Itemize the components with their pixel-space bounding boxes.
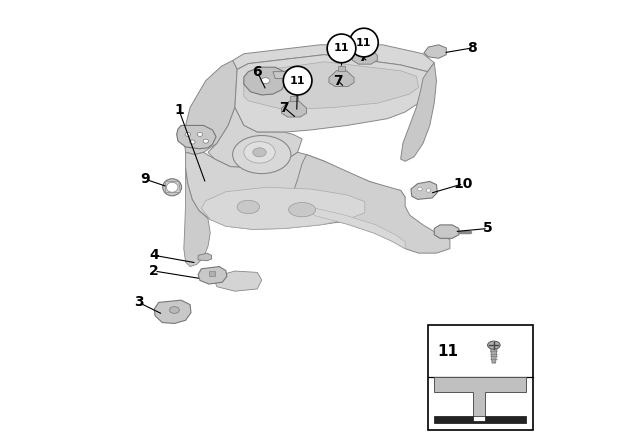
Polygon shape (198, 267, 227, 284)
Text: 6: 6 (252, 65, 262, 79)
Polygon shape (244, 67, 287, 95)
Polygon shape (300, 204, 405, 249)
Ellipse shape (237, 200, 260, 214)
Polygon shape (282, 101, 307, 117)
Ellipse shape (197, 133, 203, 136)
Polygon shape (198, 253, 212, 261)
Polygon shape (214, 271, 262, 291)
Polygon shape (235, 55, 428, 132)
Circle shape (284, 66, 312, 95)
Text: 7: 7 (358, 50, 367, 64)
Polygon shape (361, 43, 369, 48)
Polygon shape (232, 45, 435, 72)
Text: 11: 11 (333, 43, 349, 53)
Text: 7: 7 (279, 100, 289, 115)
Polygon shape (244, 62, 419, 110)
Polygon shape (411, 181, 437, 199)
Text: 10: 10 (454, 177, 473, 191)
Ellipse shape (170, 306, 179, 314)
Ellipse shape (185, 133, 191, 136)
Polygon shape (273, 67, 298, 78)
Ellipse shape (163, 179, 182, 196)
Polygon shape (435, 225, 459, 238)
Polygon shape (208, 108, 302, 168)
Text: 11: 11 (290, 76, 305, 86)
Polygon shape (209, 271, 214, 276)
Polygon shape (177, 125, 216, 149)
Ellipse shape (203, 139, 209, 143)
Text: 8: 8 (467, 41, 477, 55)
Polygon shape (435, 377, 526, 416)
Ellipse shape (289, 202, 316, 217)
Ellipse shape (418, 187, 422, 191)
FancyBboxPatch shape (428, 325, 532, 430)
Ellipse shape (488, 341, 500, 349)
Polygon shape (338, 66, 345, 71)
Circle shape (349, 28, 378, 57)
Ellipse shape (244, 142, 275, 163)
Polygon shape (201, 187, 365, 229)
Text: 11: 11 (437, 344, 458, 358)
Text: 9: 9 (140, 172, 150, 186)
Polygon shape (183, 60, 237, 155)
Ellipse shape (426, 189, 431, 192)
Polygon shape (491, 349, 497, 363)
Polygon shape (435, 416, 526, 423)
Polygon shape (284, 155, 450, 253)
Polygon shape (165, 181, 180, 193)
Ellipse shape (261, 78, 270, 83)
Polygon shape (186, 152, 405, 229)
Circle shape (327, 34, 356, 63)
Polygon shape (352, 48, 378, 64)
Polygon shape (291, 96, 298, 101)
Text: 5: 5 (483, 221, 493, 236)
Polygon shape (401, 63, 436, 161)
Polygon shape (154, 300, 191, 323)
Polygon shape (184, 168, 210, 267)
Text: 7: 7 (333, 73, 343, 88)
Ellipse shape (189, 140, 195, 144)
Ellipse shape (233, 135, 291, 173)
Text: 3: 3 (134, 295, 143, 310)
Text: 11: 11 (356, 38, 372, 47)
Text: 4: 4 (149, 248, 159, 263)
Polygon shape (329, 71, 354, 86)
Polygon shape (424, 45, 446, 58)
Ellipse shape (253, 148, 266, 157)
Ellipse shape (166, 182, 178, 192)
Text: 1: 1 (174, 103, 184, 117)
Text: 2: 2 (149, 264, 159, 278)
